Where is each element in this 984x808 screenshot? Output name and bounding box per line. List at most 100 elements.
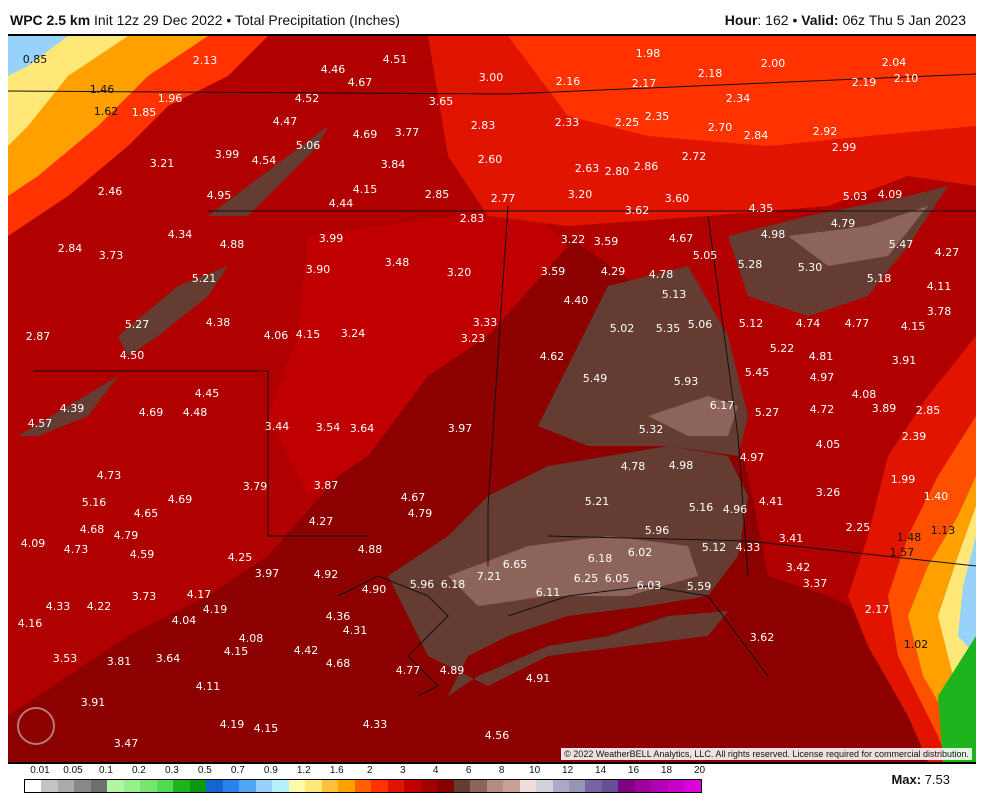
map-title: WPC 2.5 km Init 12z 29 Dec 2022 • Total … [10,12,400,28]
precip-value-label: 2.35 [645,110,670,123]
zone-6in-mo [208,126,328,216]
legend-swatch [41,780,58,792]
precip-value-label: 2.92 [813,125,838,138]
legend-swatch [189,780,207,792]
precip-value-label: 6.05 [605,572,630,585]
state-borders [8,73,976,697]
precip-value-label: 5.28 [738,258,763,271]
legend-swatch [552,780,569,792]
precip-value-label: 1.13 [931,524,956,537]
legend-swatch [25,780,42,792]
precip-value-label: 5.45 [745,366,770,379]
legend-swatch [57,780,75,792]
precip-value-label: 3.73 [99,249,124,262]
precip-value-label: 4.73 [97,469,122,482]
precip-value-label: 5.18 [867,272,892,285]
zone-3in-core [268,206,568,496]
precip-value-label: 1.46 [90,83,115,96]
precip-value-label: 5.30 [798,261,823,274]
legend-swatch [585,780,602,792]
model-name: WPC 2.5 km [10,12,91,28]
precip-value-label: 4.74 [796,317,821,330]
legend-tick-label: 18 [660,765,673,776]
max-value: Max: 7.53 [891,772,950,787]
precip-value-label: 4.88 [220,238,245,251]
zone-8in-al [648,396,738,436]
precip-value-label: 4.17 [187,588,212,601]
precip-value-label: 3.91 [81,696,106,709]
precip-value-label: 4.19 [203,603,228,616]
precip-value-label: 2.87 [26,330,51,343]
precip-value-label: 5.96 [645,524,670,537]
precip-value-label: 1.40 [924,490,949,503]
precip-value-label: 2.17 [865,603,890,616]
precip-value-label: 4.39 [60,402,85,415]
precip-value-label: 4.69 [139,406,164,419]
precip-value-label: 5.59 [687,580,712,593]
legend-tick-label: 6 [465,765,472,776]
precip-value-label: 4.04 [172,614,197,627]
precip-value-label: 4.29 [601,265,626,278]
precip-value-label: 2.25 [846,521,871,534]
precip-value-label: 3.59 [594,235,619,248]
precip-value-label: 3.20 [568,188,593,201]
precip-value-label: 4.78 [621,460,646,473]
legend-tick-label: 0.2 [131,765,146,776]
precip-value-label: 4.79 [831,217,856,230]
legend-tick-label: 20 [693,765,706,776]
precip-value-label: 4.25 [228,551,253,564]
precip-value-label: 4.90 [362,583,387,596]
precip-value-label: 4.67 [401,491,426,504]
valid-label: Valid: [801,12,839,28]
legend-tick-label: 1.6 [329,765,344,776]
legend-tick-label: 14 [595,765,607,776]
precip-value-label: 4.47 [273,115,298,128]
legend-swatch [601,780,619,792]
precip-value-label: 4.79 [114,529,139,542]
precip-value-label: 3.24 [341,327,366,340]
legend-swatch [239,780,256,792]
precip-value-label: 2.85 [916,404,941,417]
precip-value-label: 2.00 [761,57,786,70]
precip-value-label: 5.13 [662,288,687,301]
legend-swatch [74,780,91,792]
legend-swatch [338,780,355,792]
precip-value-label: 4.77 [845,317,870,330]
precip-value-label: 4.42 [294,644,319,657]
precip-value-label: 3.21 [150,157,175,170]
precip-value-label: 4.72 [810,403,835,416]
precip-value-label: 4.40 [564,294,589,307]
product-name: Total Precipitation (Inches) [234,12,400,28]
zone-0.9in-nw [8,36,68,76]
precip-value-label: 1.98 [636,47,661,60]
legend-swatch [651,780,668,792]
legend-swatch [140,780,157,792]
precip-value-label: 6.65 [503,558,528,571]
legend-swatch [90,780,108,792]
precip-value-label: 3.33 [473,316,498,329]
precip-value-label: 3.62 [625,204,650,217]
precip-value-label: 3.22 [561,233,586,246]
zone-6in-tx [18,376,118,436]
legend-swatch [156,780,174,792]
precip-value-label: 2.77 [491,192,516,205]
precip-value-label: 5.05 [693,249,718,262]
precip-value-label: 6.02 [628,546,653,559]
precip-value-label: 4.33 [736,541,761,554]
precip-value-label: 3.97 [255,567,280,580]
legend-swatch [536,780,553,792]
map-svg: 0.85 2.134.464.674.513.00 2.161.982.172.18… [8,36,976,762]
legend-tick-label: 0.05 [63,765,83,776]
precip-value-label: 3.87 [314,479,339,492]
legend-tick-label: 0.01 [30,765,50,776]
precip-value-label: 4.59 [130,548,155,561]
precip-value-label: 4.77 [396,664,421,677]
precip-value-label: 3.65 [429,95,454,108]
precip-value-label: 4.15 [254,722,279,735]
legend-swatch [354,780,372,792]
precip-value-label: 3.26 [816,486,841,499]
precip-value-label: 2.25 [615,116,640,129]
legend-swatch [222,780,240,792]
precip-value-label: 4.68 [80,523,105,536]
precip-value-label: 1.57 [890,546,915,559]
